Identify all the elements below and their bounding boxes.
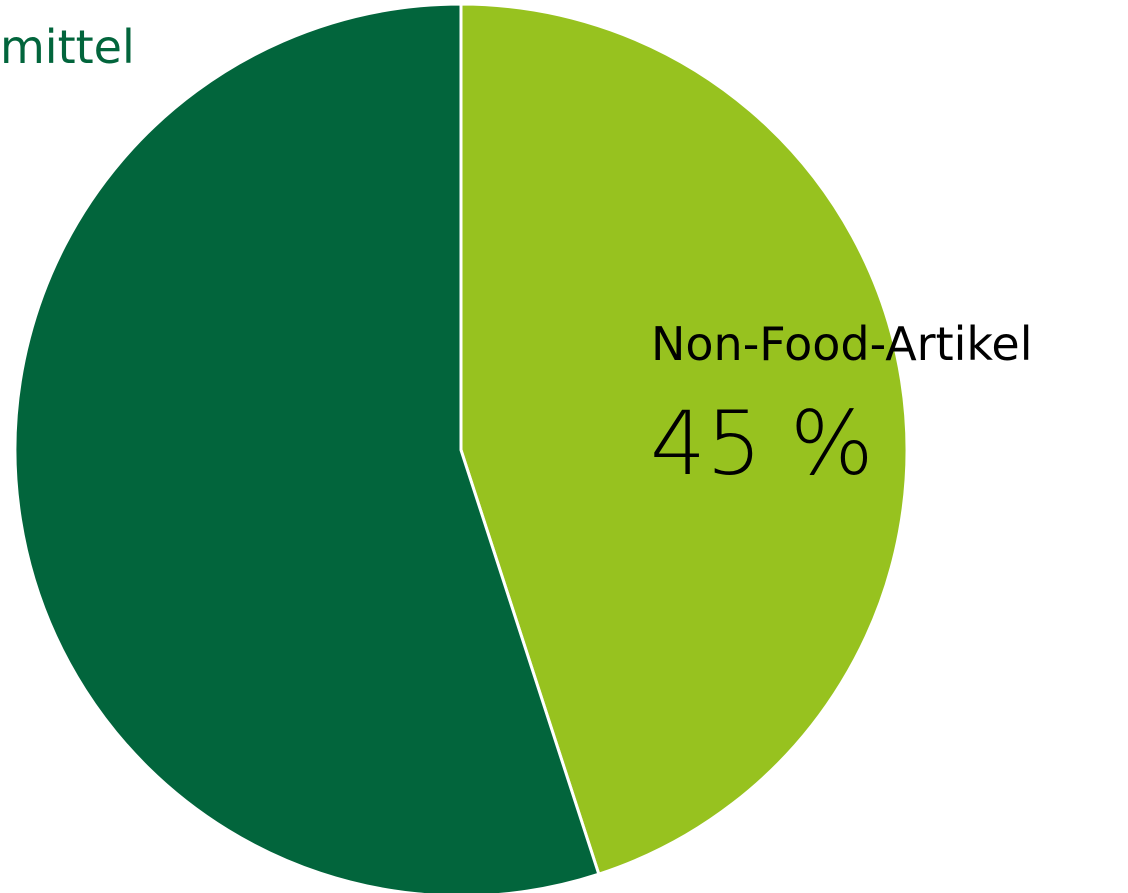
pie-slice-mittel [13, 2, 601, 893]
slice-label-non-food: Non-Food-Artikel [651, 317, 1032, 371]
slice-label-mittel: mittel [0, 20, 135, 74]
pie-slice-non-food-artikel [459, 2, 909, 876]
pie-slices [13, 2, 909, 893]
slice-value-non-food: 45 % [650, 392, 874, 495]
